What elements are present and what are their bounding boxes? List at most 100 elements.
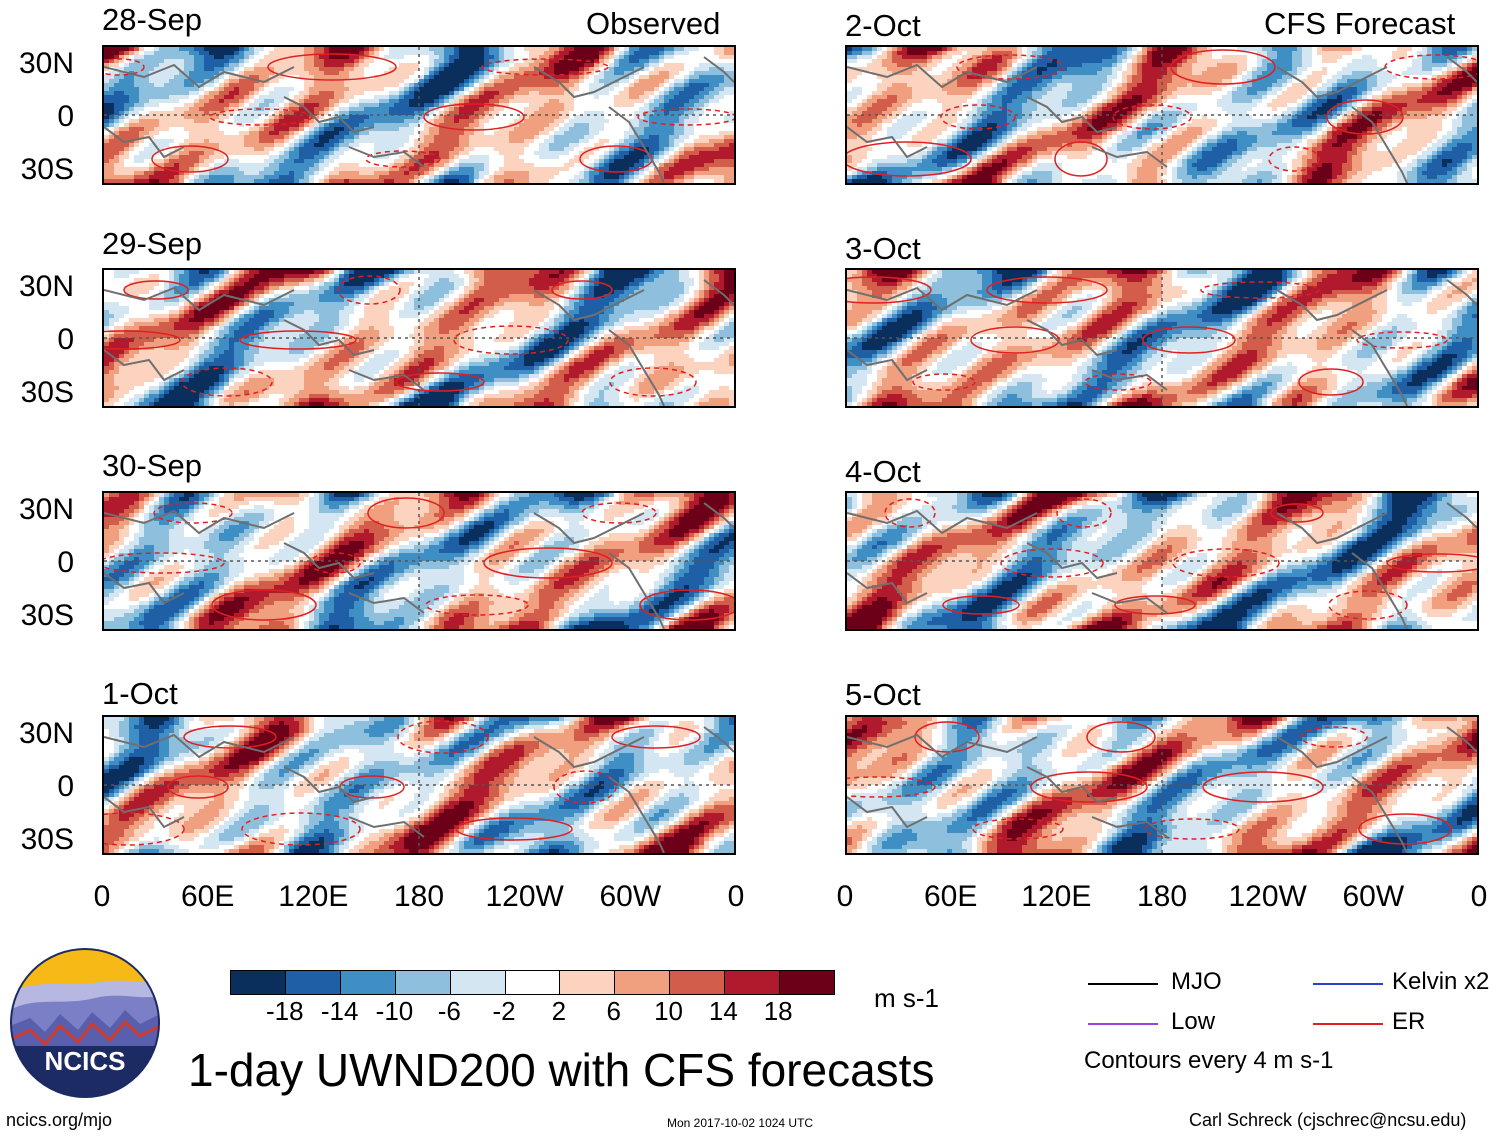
heatmap-cell [209, 171, 215, 176]
heatmap-cell [334, 270, 340, 275]
heatmap-cell [314, 111, 320, 116]
heatmap-cell [109, 63, 115, 68]
heatmap-cell [669, 131, 675, 136]
heatmap-cell [104, 163, 110, 168]
heatmap-cell [439, 139, 445, 144]
heatmap-cell [169, 274, 175, 279]
heatmap-cell [664, 99, 670, 104]
heatmap-cell [579, 163, 585, 168]
heatmap-cell [604, 151, 610, 156]
heatmap-cell [454, 79, 460, 84]
heatmap-cell [574, 75, 580, 80]
heatmap-cell [684, 278, 690, 283]
heatmap-cell [224, 115, 230, 120]
heatmap-cell [104, 103, 110, 108]
heatmap-cell [314, 75, 320, 80]
heatmap-cell [189, 290, 195, 295]
heatmap-cell [604, 91, 610, 96]
heatmap-cell [529, 83, 535, 88]
heatmap-cell [449, 278, 455, 283]
heatmap-cell [569, 99, 575, 104]
heatmap-cell [219, 179, 225, 183]
heatmap-cell [674, 71, 680, 76]
heatmap-cell [484, 107, 490, 112]
heatmap-cell [564, 179, 570, 183]
heatmap-cell [274, 151, 280, 156]
heatmap-cell [729, 155, 734, 160]
heatmap-cell [569, 75, 575, 80]
heatmap-cell [569, 107, 575, 112]
heatmap-cell [139, 83, 145, 88]
heatmap-cell [294, 135, 300, 140]
heatmap-cell [679, 59, 685, 64]
heatmap-cell [139, 175, 145, 180]
heatmap-cell [714, 123, 720, 128]
heatmap-cell [404, 163, 410, 168]
heatmap-cell [174, 47, 180, 52]
heatmap-cell [114, 147, 120, 152]
heatmap-cell [554, 131, 560, 136]
heatmap-cell [604, 95, 610, 100]
heatmap-cell [434, 127, 440, 132]
heatmap-cell [424, 91, 430, 96]
heatmap-cell [209, 119, 215, 124]
heatmap-cell [724, 59, 730, 64]
heatmap-cell [604, 147, 610, 152]
heatmap-cell [364, 91, 370, 96]
heatmap-cell [534, 75, 540, 80]
er-contour [104, 58, 145, 76]
heatmap-cell [664, 135, 670, 140]
heatmap-cell [509, 135, 515, 140]
heatmap-cell [189, 87, 195, 92]
heatmap-cell [224, 143, 230, 148]
heatmap-cell [639, 270, 645, 275]
heatmap-cell [244, 111, 250, 116]
heatmap-cell [144, 167, 150, 172]
heatmap-cell [509, 99, 515, 104]
heatmap-cell [699, 99, 705, 104]
heatmap-cell [304, 143, 310, 148]
heatmap-cell [694, 59, 700, 64]
heatmap-cell [619, 175, 625, 180]
heatmap-cell [329, 286, 335, 291]
heatmap-cell [329, 91, 335, 96]
heatmap-cell [614, 91, 620, 96]
heatmap-cell [404, 75, 410, 80]
heatmap-cell [524, 175, 530, 180]
heatmap-cell [324, 274, 330, 279]
heatmap-cell [719, 163, 725, 168]
heatmap-cell [429, 171, 435, 176]
heatmap-cell [679, 83, 685, 88]
heatmap-cell [289, 91, 295, 96]
heatmap-cell [224, 79, 230, 84]
heatmap-cell [274, 119, 280, 124]
heatmap-cell [559, 123, 565, 128]
heatmap-cell [589, 175, 595, 180]
heatmap-cell [579, 99, 585, 104]
heatmap-cell [619, 274, 625, 279]
heatmap-cell [644, 270, 650, 275]
heatmap-cell [429, 59, 435, 64]
heatmap-cell [364, 63, 370, 68]
heatmap-cell [349, 111, 355, 116]
heatmap-cell [429, 175, 435, 180]
heatmap-cell [474, 103, 480, 108]
heatmap-cell [614, 282, 620, 287]
heatmap-cell [244, 286, 250, 291]
heatmap-cell [389, 274, 395, 279]
heatmap-cell [394, 95, 400, 100]
heatmap-cell [564, 163, 570, 168]
heatmap-cell [229, 63, 235, 68]
heatmap-cell [149, 95, 155, 100]
heatmap-cell [599, 83, 605, 88]
heatmap-cell [219, 59, 225, 64]
heatmap-cell [209, 123, 215, 128]
heatmap-cell [214, 115, 220, 120]
heatmap-cell [564, 143, 570, 148]
heatmap-cell [489, 119, 495, 124]
heatmap-cell [224, 274, 230, 279]
heatmap-cell [564, 147, 570, 152]
heatmap-cell [584, 171, 590, 176]
heatmap-cell [199, 71, 205, 76]
heatmap-cell [729, 75, 734, 80]
